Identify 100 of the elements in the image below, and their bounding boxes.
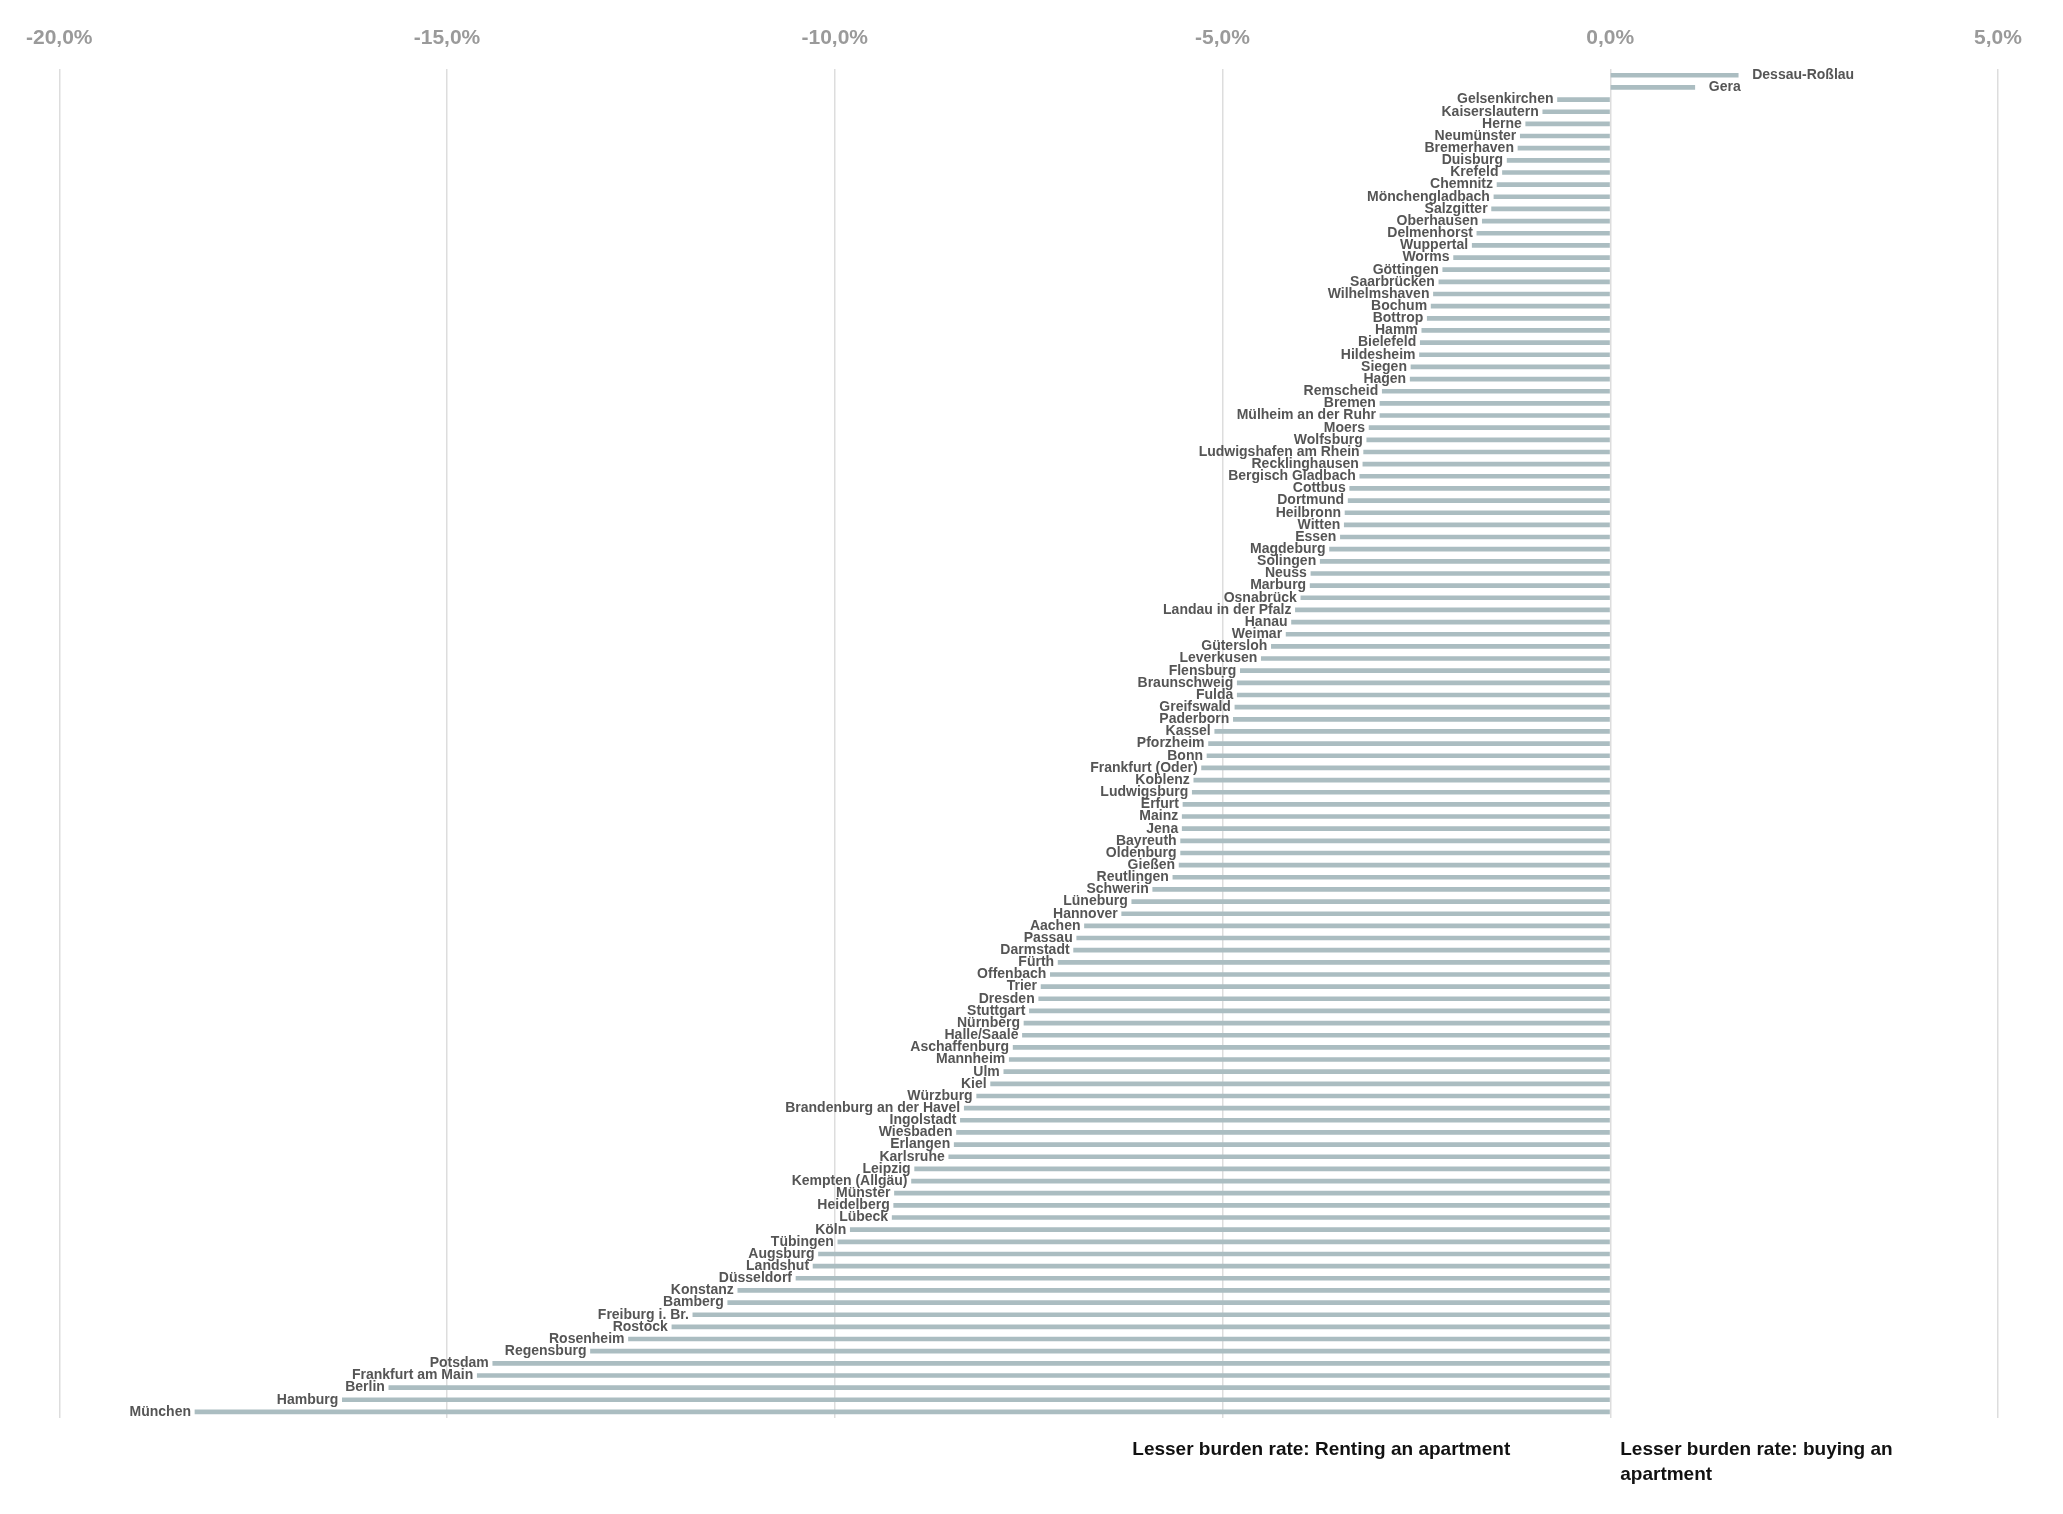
y-tick-label: Ludwigsburg <box>1100 783 1189 800</box>
text: Lesser burden rate: buying an apartment <box>1620 1437 1893 1484</box>
bar <box>1260 656 1610 661</box>
x-tick-label: 5,0% <box>1974 25 2023 49</box>
bar <box>1038 996 1610 1002</box>
bar <box>1050 972 1610 977</box>
bar <box>893 1203 1610 1208</box>
bar <box>1003 1069 1610 1075</box>
y-tick-label: Düsseldorf <box>718 1269 793 1286</box>
bar <box>1172 874 1610 880</box>
y-tick-label: Magdeburg <box>1250 540 1326 557</box>
bar <box>1040 984 1610 989</box>
bar <box>1610 85 1696 90</box>
bar <box>1542 109 1610 115</box>
y-tick-label: Pforzheim <box>1136 734 1205 751</box>
bar <box>1233 716 1610 722</box>
bar <box>1347 498 1610 503</box>
bar <box>1381 388 1610 394</box>
bar <box>1240 668 1610 674</box>
bar <box>1285 631 1610 637</box>
bar <box>492 1360 1610 1366</box>
bar <box>1121 911 1610 917</box>
bar <box>1442 267 1610 273</box>
bar <box>1073 947 1610 953</box>
y-tick-label: Dessau-Roßlau <box>1752 66 1855 83</box>
bar <box>795 1275 1610 1281</box>
y-tick-label: Mainz <box>1139 807 1179 824</box>
bar <box>1206 753 1610 759</box>
x-tick-label: -5,0% <box>1195 25 1251 49</box>
bar <box>1426 315 1610 321</box>
y-tick-label: München <box>129 1402 191 1419</box>
bar <box>1419 352 1610 358</box>
y-tick-label: Bamberg <box>663 1293 724 1310</box>
y-tick-label: Gera <box>1708 78 1741 95</box>
y-tick-label: Dresden <box>978 989 1035 1006</box>
bar <box>1502 170 1610 175</box>
bar <box>692 1312 1610 1318</box>
bar <box>1506 158 1610 163</box>
bar <box>737 1288 1610 1293</box>
bar <box>1181 826 1610 831</box>
bar <box>1344 510 1610 516</box>
bar <box>1008 1057 1610 1062</box>
bar <box>1182 802 1610 807</box>
bar <box>388 1385 1610 1390</box>
bar <box>1517 145 1610 151</box>
bar <box>1329 546 1610 552</box>
bar <box>1471 243 1610 248</box>
bar <box>1419 340 1610 345</box>
text: Lesser burden rate: Renting an apartment <box>1132 1437 1511 1459</box>
y-tick-label: Kaiserslautern <box>1441 102 1539 119</box>
bar <box>956 1130 1610 1135</box>
bar <box>1496 182 1610 187</box>
bar <box>341 1397 1610 1403</box>
bar <box>1208 741 1610 746</box>
bar <box>1319 559 1610 564</box>
bar <box>953 1142 1610 1147</box>
bar <box>837 1239 1610 1245</box>
bar <box>1557 97 1610 102</box>
bar <box>1610 72 1739 78</box>
bar <box>960 1117 1610 1123</box>
bar <box>894 1190 1610 1196</box>
y-tick-label: Ingolstadt <box>889 1111 957 1128</box>
bar <box>1022 1032 1610 1038</box>
y-tick-label: Marburg <box>1250 576 1307 593</box>
bar <box>1191 789 1610 795</box>
bar <box>1152 887 1610 892</box>
bar <box>1131 899 1610 904</box>
bar <box>1476 230 1610 236</box>
bar <box>1453 255 1610 260</box>
bar <box>1309 583 1610 588</box>
bar <box>1310 571 1610 576</box>
x-tick-label: -15,0% <box>413 25 481 49</box>
bar <box>1349 486 1610 491</box>
bar <box>1366 437 1610 443</box>
bar <box>727 1300 1610 1305</box>
x-tick-label: 0,0% <box>1586 25 1635 49</box>
bar <box>1181 814 1610 819</box>
x-tick-label: -20,0% <box>26 25 93 49</box>
bar <box>1379 401 1610 406</box>
bar <box>1493 194 1610 200</box>
bar <box>891 1215 1610 1220</box>
bar <box>1300 595 1610 601</box>
bar <box>1379 413 1610 418</box>
bar <box>1368 425 1610 430</box>
bar <box>1359 473 1610 479</box>
y-tick-label: Köln <box>815 1220 847 1237</box>
bar <box>1180 838 1610 844</box>
y-tick-label: Hamburg <box>276 1390 339 1407</box>
y-tick-label: Lüneburg <box>1063 892 1128 909</box>
bar <box>1421 328 1610 333</box>
x-tick-label: -10,0% <box>801 25 869 49</box>
y-tick-label: Mülheim an der Ruhr <box>1236 406 1377 423</box>
bar <box>948 1154 1610 1160</box>
bar <box>1057 959 1610 965</box>
y-tick-label: Regensburg <box>504 1342 587 1359</box>
bar <box>1214 729 1610 734</box>
bar <box>1271 644 1610 649</box>
bar <box>849 1227 1610 1232</box>
y-tick-label: Berlin <box>345 1378 385 1395</box>
bar <box>476 1373 1610 1378</box>
